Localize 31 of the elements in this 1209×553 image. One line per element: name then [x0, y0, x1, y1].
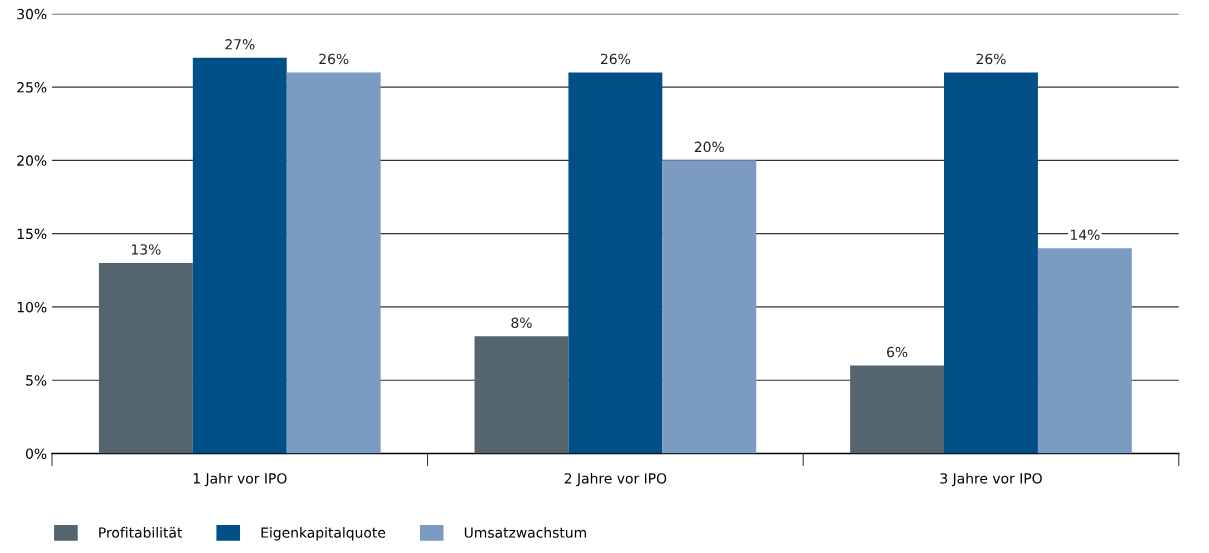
- x-tick-label: 3 Jahre vor IPO: [940, 472, 1042, 487]
- data-label: 13%: [131, 244, 161, 255]
- data-label: 20%: [694, 141, 724, 153]
- bar: [662, 160, 757, 454]
- data-label: 27%: [225, 39, 255, 50]
- bar: [474, 336, 569, 454]
- legend-label: Eigenkapitalquote: [261, 527, 386, 541]
- bar: [850, 365, 945, 454]
- bar: [1037, 248, 1132, 454]
- y-tick-label: 30%: [17, 8, 47, 20]
- bar: [286, 72, 381, 454]
- data-label: 6%: [887, 346, 908, 358]
- bar: [568, 72, 663, 454]
- data-label: 26%: [600, 53, 631, 65]
- y-tick-label: 25%: [17, 82, 47, 93]
- bar: [944, 72, 1038, 454]
- bar: [192, 57, 287, 454]
- bar: [98, 262, 193, 454]
- y-tick-label: 0%: [26, 448, 47, 459]
- legend-label: Umsatzwachstum: [464, 527, 586, 538]
- legend-label: Profitabilität: [99, 527, 183, 538]
- y-tick-label: 20%: [17, 155, 47, 166]
- data-label: 14%: [1070, 229, 1100, 241]
- data-label: 26%: [976, 53, 1006, 65]
- y-tick-label: 10%: [17, 301, 47, 313]
- y-tick-label: 15%: [17, 228, 47, 240]
- data-label: 26%: [319, 53, 349, 65]
- x-tick-label: 1 Jahr vor IPO: [193, 472, 287, 487]
- y-tick-label: 5%: [26, 375, 47, 386]
- data-label: 8%: [511, 317, 532, 328]
- x-tick-label: 2 Jahre vor IPO: [564, 472, 667, 487]
